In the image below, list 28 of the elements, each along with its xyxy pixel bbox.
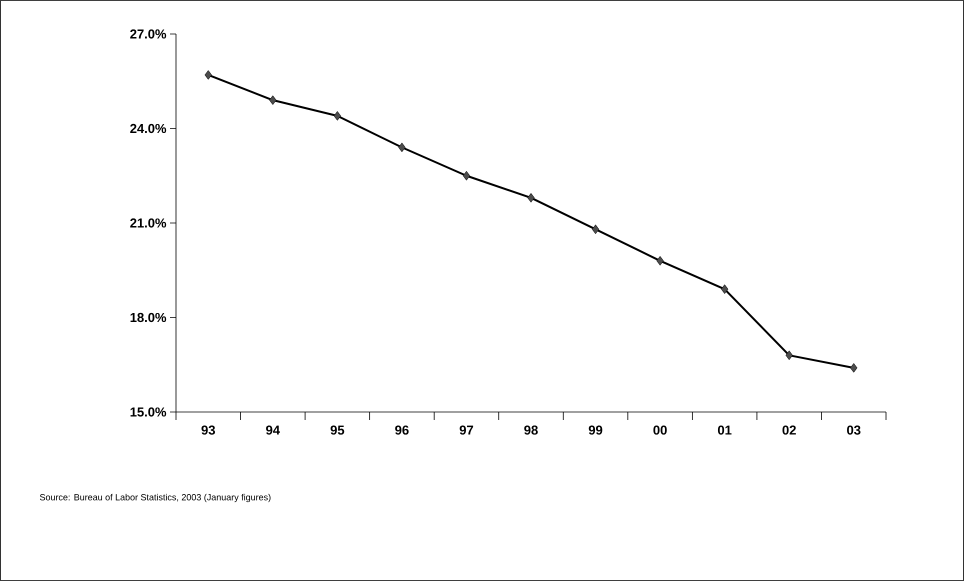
point xyxy=(462,170,470,180)
y-tick-label: 24.0% xyxy=(130,124,166,134)
y-tick-label: 15.0% xyxy=(130,407,166,417)
point xyxy=(527,193,535,203)
point xyxy=(398,142,406,152)
x-tick-label: 94 xyxy=(266,426,280,435)
x-tick-label: 95 xyxy=(330,426,344,435)
point xyxy=(850,363,858,373)
y-tick-label: 21.0% xyxy=(130,218,166,228)
point xyxy=(721,284,728,294)
x-tick-label: 00 xyxy=(653,426,667,435)
source-note: Source: Bureau of Labor Statistics, 2003 (January figures) xyxy=(40,494,271,502)
point xyxy=(656,256,664,266)
point xyxy=(592,224,600,234)
y-tick-label: 27.0% xyxy=(130,29,166,39)
x-tick-label: 93 xyxy=(202,426,216,435)
point xyxy=(204,70,212,80)
point xyxy=(786,350,793,360)
point xyxy=(269,95,276,105)
x-tick-label: 97 xyxy=(460,426,474,435)
point xyxy=(334,111,341,121)
x-tick-label: 03 xyxy=(847,426,860,435)
x-tick-label: 96 xyxy=(395,426,409,435)
x-tick-label: 98 xyxy=(524,426,538,435)
x-tick-label: 01 xyxy=(718,426,732,435)
x-tick-label: 99 xyxy=(588,426,602,435)
y-tick-label: 18.0% xyxy=(130,312,166,322)
x-tick-label: 02 xyxy=(782,426,796,435)
